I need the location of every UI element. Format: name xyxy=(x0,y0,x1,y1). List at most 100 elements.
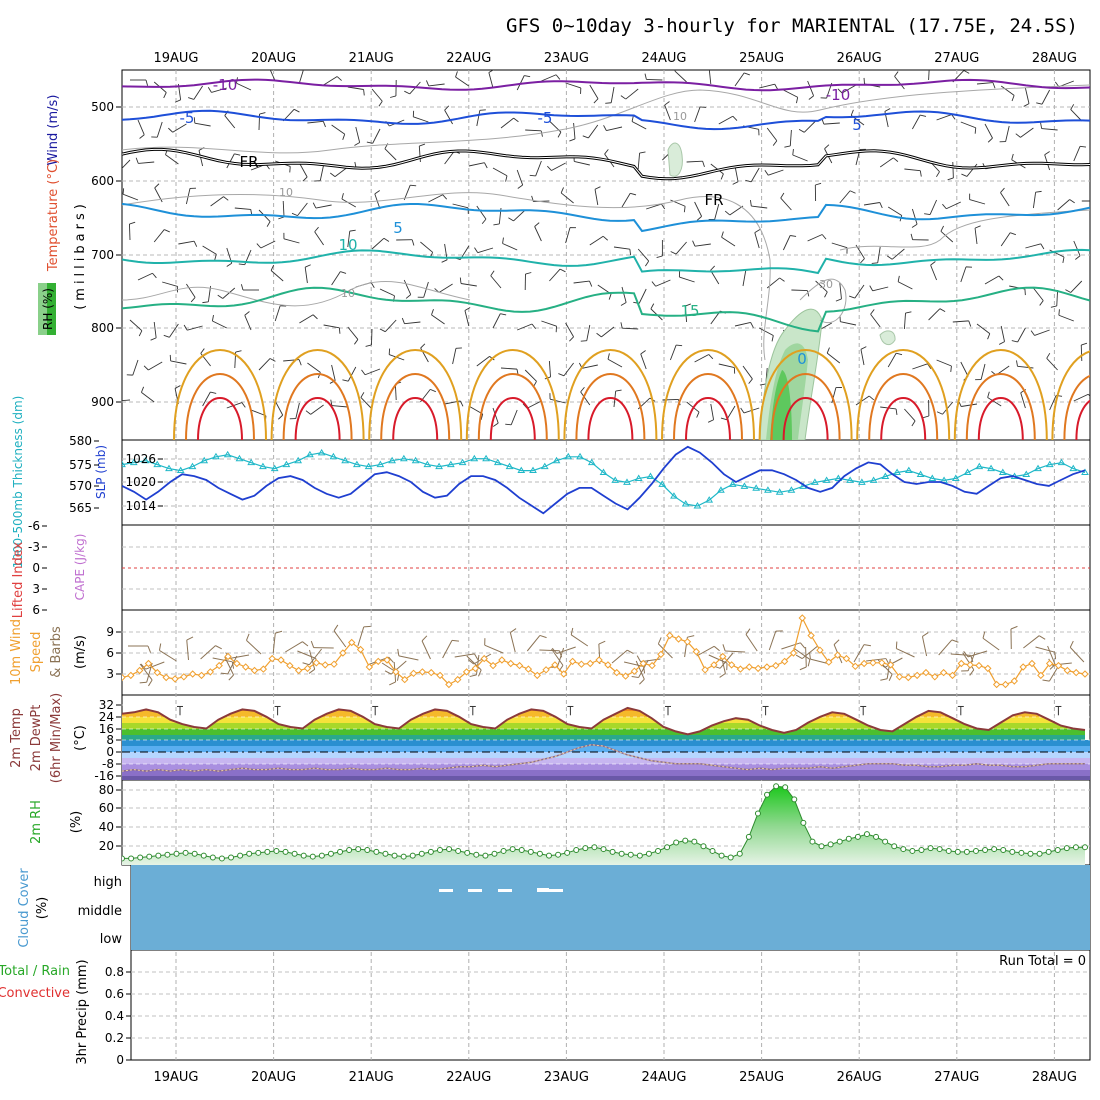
upper-wind-barb-flag xyxy=(824,291,828,298)
upper-wind-barb-flag xyxy=(779,277,785,282)
wind-barb-flag xyxy=(570,627,574,635)
thickness-marker xyxy=(270,464,279,472)
temp-tick: 32 xyxy=(99,698,114,712)
upper-wind-barb-flag xyxy=(278,414,284,420)
upper-wind-barb xyxy=(370,328,373,346)
thickness-marker xyxy=(188,462,197,470)
thickness-marker xyxy=(963,468,972,476)
upper-wind-barb-flag xyxy=(1087,393,1090,397)
wind-speed-marker xyxy=(568,657,577,666)
slp-label: SLP (mb) xyxy=(94,445,108,499)
upper-wind-barb-flag xyxy=(674,70,676,72)
upper-wind-barb-flag xyxy=(1016,360,1018,367)
upper-wind-barb xyxy=(315,204,332,209)
thickness-marker xyxy=(634,474,643,481)
thickness-marker xyxy=(705,496,714,503)
cloud-gap xyxy=(498,889,512,892)
thickness-marker xyxy=(1069,464,1078,472)
upper-wind-barb-flag xyxy=(849,190,856,194)
upper-wind-barb-flag xyxy=(806,290,810,297)
upper-wind-barb xyxy=(560,192,574,204)
wind-barb xyxy=(466,655,482,671)
thickness-marker xyxy=(552,456,561,464)
upper-wind-barb xyxy=(860,349,865,366)
contour-label: 15 xyxy=(680,302,699,320)
upper-wind-barb xyxy=(193,85,203,100)
upper-wind-barb-flag xyxy=(1011,153,1014,160)
thickness-marker xyxy=(975,462,984,470)
wind-barb-flag xyxy=(863,644,871,647)
diurnal-contour xyxy=(770,373,841,440)
wind-barb xyxy=(793,647,811,660)
thickness-marker xyxy=(846,476,855,483)
upper-wind-barb xyxy=(1058,314,1074,322)
upper-wind-barb-flag xyxy=(942,203,947,210)
wind-barb xyxy=(725,650,746,653)
wind-speed-marker xyxy=(666,631,674,640)
wind-barb xyxy=(853,644,865,663)
thickness-marker xyxy=(916,470,925,477)
upper-wind-barb xyxy=(974,228,978,245)
upper-wind-barb-flag xyxy=(620,95,627,100)
rh-marker xyxy=(364,847,371,853)
upper-wind-barb-flag xyxy=(998,341,1005,345)
wind-barb xyxy=(696,645,715,657)
contour-label: -10 xyxy=(826,86,851,104)
wind-speed-marker xyxy=(621,672,630,680)
upper-wind-barb-flag xyxy=(837,88,843,94)
upper-wind-barb xyxy=(759,83,775,89)
wind-barb-flag xyxy=(922,632,929,637)
lifted-index-tick: 0 xyxy=(32,561,40,575)
upper-wind-barb xyxy=(928,308,941,321)
upper-wind-barb xyxy=(202,245,217,255)
upper-wind-barb xyxy=(694,106,701,123)
upper-wind-barb-flag xyxy=(603,125,607,131)
upper-wind-barb xyxy=(839,282,842,299)
rh-marker xyxy=(518,847,525,853)
upper-wind-barb-flag xyxy=(129,221,136,225)
upper-wind-barb-flag xyxy=(685,303,691,307)
upper-wind-barb xyxy=(1000,85,1015,96)
rh-marker xyxy=(391,852,398,859)
rh-marker xyxy=(1054,847,1061,853)
wind-speed-marker xyxy=(383,656,391,664)
wind-barb xyxy=(421,640,431,660)
upper-wind-barb xyxy=(211,87,227,93)
rh-marker xyxy=(309,853,316,860)
temp-tick: -8 xyxy=(102,757,114,771)
upper-wind-barb xyxy=(684,306,688,323)
upper-wind-barb-flag xyxy=(720,417,727,421)
upper-wind-barb xyxy=(721,236,736,247)
wind-speed-marker xyxy=(984,664,992,673)
upper-wind-barb xyxy=(513,209,526,222)
wind-barb-flag xyxy=(880,678,888,681)
wind-speed-marker xyxy=(153,668,162,677)
wind-barb-flag xyxy=(397,648,400,656)
upper-wind-barb xyxy=(331,271,341,286)
upper-wind-barb-flag xyxy=(1040,243,1045,250)
top-date-label: 22AUG xyxy=(446,51,491,66)
upper-wind-barb xyxy=(347,231,351,248)
rh-marker xyxy=(709,847,716,854)
wind-speed-marker xyxy=(144,659,153,668)
upper-wind-barb xyxy=(423,281,429,298)
upper-wind-barb xyxy=(492,167,508,177)
upper-wind-barb xyxy=(1046,357,1058,371)
upper-wind-barb-flag xyxy=(1011,340,1018,343)
thickness-marker xyxy=(176,466,185,474)
upper-wind-barb-flag xyxy=(968,320,972,327)
wind-barb-flag xyxy=(807,659,811,667)
wind-barb xyxy=(1069,647,1085,663)
upper-wind-barb-flag xyxy=(298,359,302,366)
wind-barb-flag xyxy=(220,672,228,675)
upper-axis-labels: Wind (m/s) Temperature (°C) RH (%) (mill… xyxy=(38,95,121,409)
rh-shade-small xyxy=(667,142,683,177)
rh-marker xyxy=(791,796,798,803)
thickness-marker xyxy=(904,466,913,474)
upper-wind-barb-flag xyxy=(879,202,883,209)
upper-wind-barb-flag xyxy=(631,115,634,122)
wind-barb-flag xyxy=(363,625,371,628)
rh-marker xyxy=(545,852,552,859)
upper-wind-barb xyxy=(234,207,251,210)
upper-wind-barb-flag xyxy=(721,231,724,238)
